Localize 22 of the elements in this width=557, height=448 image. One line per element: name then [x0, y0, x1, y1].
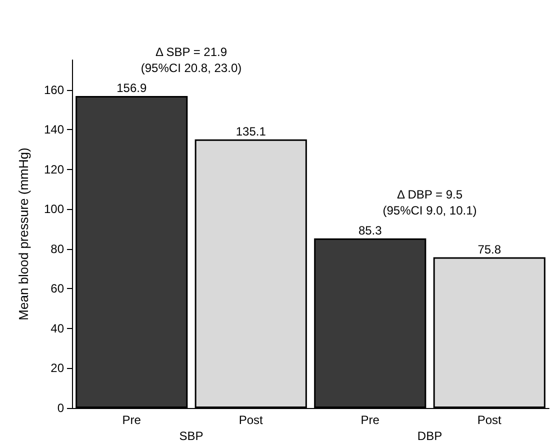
y-tick-label: 140: [44, 122, 64, 137]
x-tick-label: Post: [238, 413, 264, 427]
y-tick-label: 0: [57, 401, 64, 415]
x-tick-label: Pre: [122, 413, 142, 427]
y-tick-label: 20: [50, 361, 64, 376]
y-tick-label: 160: [44, 82, 64, 97]
text: SBP: [179, 429, 204, 443]
y-axis-title: Mean blood pressure (mmHg): [16, 148, 31, 320]
data-label: 85.3: [358, 223, 382, 238]
data-label: 75.8: [478, 242, 502, 256]
text: DBP: [417, 429, 442, 443]
y-tick-label: 120: [44, 162, 64, 176]
y-tick-label: 100: [44, 202, 64, 216]
x-tick-label: Pre: [360, 413, 380, 427]
data-label: 135.1: [236, 124, 266, 138]
y-tick-label: 60: [50, 282, 64, 296]
data-label: 156.9: [116, 80, 147, 95]
y-tick-label: 40: [50, 321, 64, 336]
y-tick-label: 80: [50, 242, 64, 256]
x-tick-label: Post: [477, 413, 502, 427]
annotation: Δ SBP = 21.9 (95%CI 20.8, 23.0): [140, 44, 242, 75]
annotation: Δ DBP = 9.5 (95%CI 9.0, 10.1): [382, 187, 477, 218]
